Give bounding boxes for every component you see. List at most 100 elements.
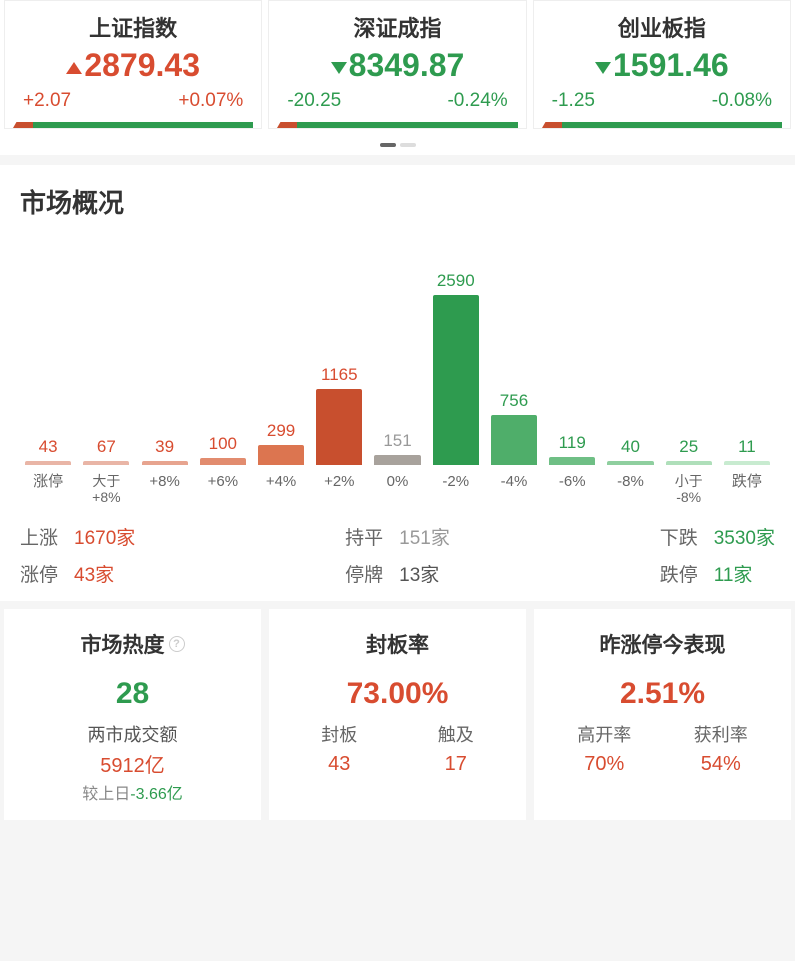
index-change-pct: -0.08% [712,90,772,112]
dist-bar-col: 2590 [428,250,484,465]
dist-bar [491,415,537,465]
dist-bar-value: 100 [209,434,237,454]
seal-pair-row: 封板 43 触及 17 [281,721,514,776]
dist-bar-label: +2% [311,473,367,505]
index-value: 1591.46 [542,47,782,84]
dist-bar-col: 151 [369,250,425,465]
card-stripe [277,122,517,128]
card-title-text: 市场热度 [81,629,165,659]
index-change: +2.07 [23,90,71,112]
market-overview-section: 市场概况 43673910029911651512590756119402511… [0,165,795,601]
dist-bar-label: 涨停 [20,473,76,505]
summary-value: 1670家 [74,523,135,550]
dist-bar-col: 39 [136,250,192,465]
prev-left: 高开率 70% [577,721,631,776]
dist-bar [142,461,188,465]
index-card[interactable]: 上证指数2879.43+2.07+0.07% [4,0,262,129]
distribution-labels: 涨停大于+8%+8%+6%+4%+2%0%-2%-4%-6%-8%小于-8%跌停 [20,473,775,505]
index-change: -20.25 [287,90,341,112]
seal-left: 封板 43 [321,721,357,776]
dist-bar-col: 11 [719,250,775,465]
index-card[interactable]: 创业板指 1591.46 -1.25-0.08% [533,0,791,129]
summary-label: 跌停 [660,560,702,587]
dist-bar-label: +6% [195,473,251,505]
arrow-down-icon [595,62,611,74]
dist-bar [258,445,304,465]
info-cards-row: 市场热度 ? 28 两市成交额 5912亿 较上日-3.66亿 封板率 73.0… [0,601,795,828]
dist-bar-label: -8% [602,473,658,505]
index-value: 8349.87 [277,47,517,84]
card-title: 封板率 [281,629,514,659]
summary-row: 跌停11家 [660,560,775,587]
arrow-up-icon [66,62,82,74]
summary-col: 下跌3530家跌停11家 [660,523,775,587]
index-name: 创业板指 [542,11,782,43]
dist-bar-col: 299 [253,250,309,465]
dist-bar-col: 756 [486,250,542,465]
summary-row: 持平151家 [345,523,450,550]
dist-bar [433,295,479,465]
dist-bar-col: 43 [20,250,76,465]
pair-value: 54% [694,753,748,776]
pair-value: 43 [321,753,357,776]
help-icon[interactable]: ? [169,636,185,652]
dist-bar [316,389,362,465]
card-title: 市场热度 ? [16,629,249,659]
index-change-row: -1.25-0.08% [542,90,782,122]
dist-bar-label: 0% [369,473,425,505]
dist-bar [83,461,129,465]
summary-label: 持平 [345,523,387,550]
card-title-text: 封板率 [366,629,429,659]
dist-bar-value: 1165 [321,365,358,385]
dist-bar [724,461,770,465]
summary-value: 13家 [399,560,439,587]
dist-bar-label: +8% [136,473,192,505]
seal-right: 触及 17 [438,721,474,776]
dist-bar-col: 25 [661,250,717,465]
dist-bar-value: 756 [500,391,528,411]
summary-col: 持平151家停牌 13家 [345,523,450,587]
index-change-pct: -0.24% [447,90,507,112]
dist-bar-label: 跌停 [719,473,775,505]
pair-label: 高开率 [577,721,631,747]
index-card[interactable]: 深证成指 8349.87 -20.25 -0.24% [268,0,526,129]
card-stripe [13,122,253,128]
distribution-chart: 43673910029911651512590756119402511 [20,250,775,465]
card-title: 昨涨停今表现 [546,629,779,659]
dist-bar [374,455,420,465]
dist-bar-value: 25 [679,437,698,457]
dist-bar [607,461,653,465]
summary-row: 涨停43家 [20,560,135,587]
dist-bar [200,458,246,465]
prev-limit-card[interactable]: 昨涨停今表现 2.51% 高开率 70% 获利率 54% [534,609,791,820]
market-overview-title: 市场概况 [20,183,775,220]
volume-label: 两市成交额 [16,721,249,747]
summary-row: 下跌3530家 [660,523,775,550]
summary-col: 上涨 1670家涨停43家 [20,523,135,587]
summary-label: 上涨 [20,523,62,550]
dist-bar-col: 1165 [311,250,367,465]
index-change-pct: +0.07% [178,90,243,112]
summary-label: 停牌 [345,560,387,587]
pager-dot [400,143,416,147]
dist-bar-value: 43 [39,437,58,457]
index-change-row: -20.25 -0.24% [277,90,517,122]
pair-label: 获利率 [694,721,748,747]
heat-value: 28 [16,677,249,711]
volume-delta: 较上日-3.66亿 [16,780,249,804]
seal-value: 73.00% [281,677,514,711]
dist-bar [549,457,595,465]
pair-value: 17 [438,753,474,776]
index-name: 深证成指 [277,11,517,43]
summary-value: 3530家 [714,523,775,550]
card-title-text: 昨涨停今表现 [600,629,726,659]
dist-bar-label: +4% [253,473,309,505]
summary-value: 43家 [74,560,114,587]
dist-bar-col: 40 [602,250,658,465]
dist-bar [25,461,71,465]
pair-value: 70% [577,753,631,776]
seal-rate-card[interactable]: 封板率 73.00% 封板 43 触及 17 [269,609,526,820]
dist-bar-value: 299 [267,421,295,441]
market-heat-card[interactable]: 市场热度 ? 28 两市成交额 5912亿 较上日-3.66亿 [4,609,261,820]
dist-bar [666,461,712,465]
